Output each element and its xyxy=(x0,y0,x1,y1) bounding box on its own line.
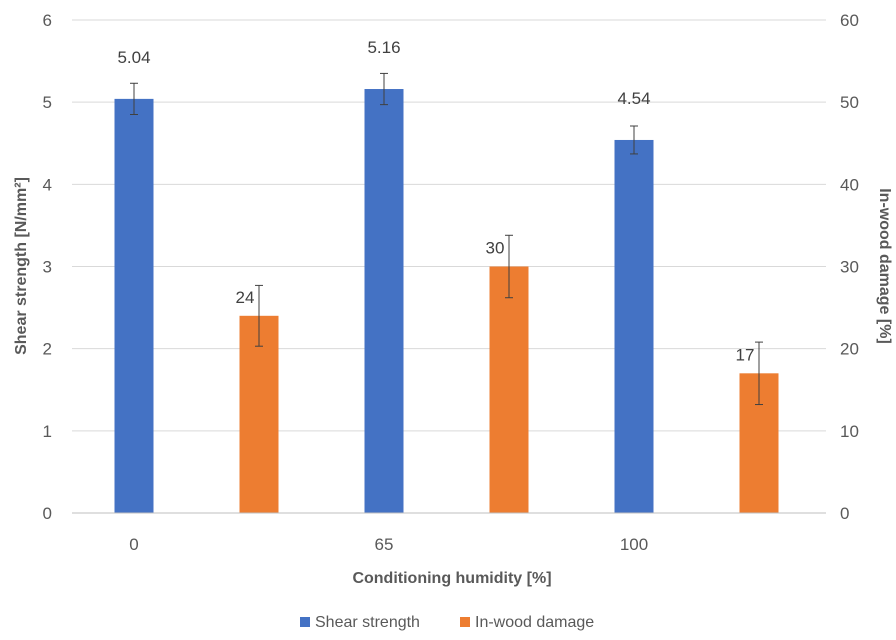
in-wood-damage-bar xyxy=(239,315,279,513)
gridlines xyxy=(72,19,826,432)
data-label: 17 xyxy=(736,345,755,364)
y2-tick-label: 0 xyxy=(840,504,849,523)
x-tick-label: 100 xyxy=(620,535,648,554)
bars xyxy=(114,89,779,514)
x-tick-label: 0 xyxy=(129,535,138,554)
x-tick-label: 65 xyxy=(375,535,394,554)
y-tick-label: 2 xyxy=(43,340,52,359)
legend-swatch-in-wood-damage xyxy=(460,617,470,627)
y2-tick-label: 10 xyxy=(840,422,859,441)
y-tick-label: 6 xyxy=(43,11,52,30)
y-tick-label: 5 xyxy=(43,93,52,112)
in-wood-damage-bar xyxy=(489,266,529,513)
data-label: 24 xyxy=(236,288,255,307)
y-axis-ticks: 0 1 2 3 4 5 6 xyxy=(43,11,52,523)
y2-axis-ticks: 0 10 20 30 40 50 60 xyxy=(840,11,859,523)
y2-tick-label: 20 xyxy=(840,340,859,359)
legend-label-shear-strength: Shear strength xyxy=(315,614,420,631)
y-axis-title: Shear strength [N/mm²] xyxy=(13,177,30,355)
y2-tick-label: 60 xyxy=(840,11,859,30)
data-label: 4.54 xyxy=(617,89,650,108)
data-label: 30 xyxy=(486,239,505,258)
y-tick-label: 1 xyxy=(43,422,52,441)
y2-tick-label: 40 xyxy=(840,175,859,194)
y2-tick-label: 30 xyxy=(840,258,859,277)
data-labels: 5.04 24 5.16 30 4.54 17 xyxy=(117,38,754,364)
data-label: 5.04 xyxy=(117,48,150,67)
legend-label-in-wood-damage: In-wood damage xyxy=(475,614,594,631)
y-tick-label: 0 xyxy=(43,504,52,523)
legend-swatch-shear-strength xyxy=(300,617,310,627)
y2-tick-label: 50 xyxy=(840,93,859,112)
shear-strength-bar xyxy=(114,98,154,513)
y-tick-label: 3 xyxy=(43,258,52,277)
x-axis-title: Conditioning humidity [%] xyxy=(352,570,551,587)
shear-strength-bar xyxy=(614,139,654,514)
y-tick-label: 4 xyxy=(43,175,52,194)
shear-strength-bar xyxy=(364,89,404,514)
error-bars xyxy=(130,72,763,406)
y2-axis-title: In-wood damage [%] xyxy=(876,188,893,344)
data-label: 5.16 xyxy=(367,38,400,57)
legend: Shear strength In-wood damage xyxy=(300,614,594,631)
x-axis-ticks: 0 65 100 xyxy=(129,535,648,554)
